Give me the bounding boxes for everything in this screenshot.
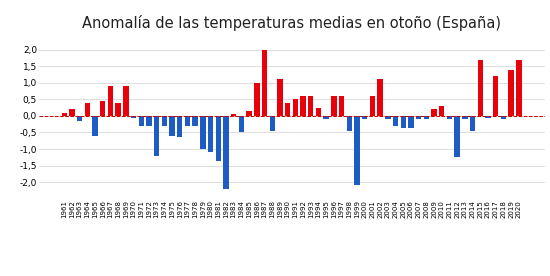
Bar (285, 103, 290, 116)
Bar (516, 60, 521, 116)
Bar (462, 116, 468, 119)
Bar (470, 116, 475, 131)
Bar (408, 116, 414, 128)
Bar (208, 116, 213, 152)
Bar (416, 116, 421, 119)
Bar (354, 116, 360, 185)
Bar (339, 96, 344, 116)
Bar (477, 60, 483, 116)
Bar (370, 96, 375, 116)
Bar (131, 116, 136, 118)
Bar (69, 109, 75, 116)
Bar (277, 79, 283, 116)
Bar (169, 116, 175, 136)
Bar (500, 116, 506, 119)
Bar (85, 103, 90, 116)
Bar (385, 116, 390, 119)
Bar (262, 50, 267, 116)
Bar (362, 116, 367, 119)
Bar (108, 86, 113, 116)
Bar (254, 83, 260, 116)
Bar (200, 116, 206, 149)
Bar (223, 116, 229, 189)
Bar (447, 116, 452, 119)
Bar (331, 96, 337, 116)
Bar (439, 106, 444, 116)
Bar (162, 116, 167, 126)
Bar (231, 114, 236, 116)
Bar (270, 116, 275, 131)
Bar (393, 116, 398, 126)
Bar (485, 116, 491, 118)
Bar (508, 70, 514, 116)
Bar (177, 116, 183, 137)
Bar (454, 116, 460, 157)
Bar (300, 96, 306, 116)
Bar (346, 116, 352, 131)
Title: Anomalía de las temperaturas medias en otoño (España): Anomalía de las temperaturas medias en o… (82, 15, 501, 31)
Bar (431, 109, 437, 116)
Bar (192, 116, 198, 126)
Bar (377, 79, 383, 116)
Bar (316, 108, 321, 116)
Bar (116, 103, 121, 116)
Bar (424, 116, 429, 119)
Bar (293, 99, 298, 116)
Bar (308, 96, 314, 116)
Bar (146, 116, 152, 126)
Bar (239, 116, 244, 132)
Bar (139, 116, 144, 126)
Bar (123, 86, 129, 116)
Bar (100, 101, 106, 116)
Bar (62, 113, 67, 116)
Bar (77, 116, 82, 121)
Bar (323, 116, 329, 119)
Bar (154, 116, 160, 156)
Bar (493, 76, 498, 116)
Bar (92, 116, 98, 136)
Bar (400, 116, 406, 128)
Bar (246, 111, 252, 116)
Bar (216, 116, 221, 161)
Bar (185, 116, 190, 126)
